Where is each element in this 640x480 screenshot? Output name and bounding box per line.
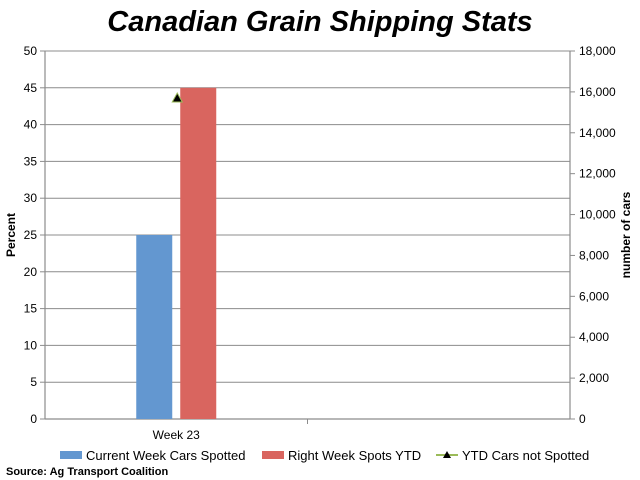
y-right-tick-label: 16,000 xyxy=(579,85,616,99)
legend: Current Week Cars Spotted Right Week Spot… xyxy=(60,448,589,463)
legend-marker xyxy=(443,451,451,458)
y-tick-label: 25 xyxy=(24,228,38,242)
legend-swatch xyxy=(60,451,82,459)
x-tick-label: Week 23 xyxy=(153,428,200,442)
legend-swatch xyxy=(262,451,284,459)
y-right-tick-label: 0 xyxy=(579,412,586,426)
y-right-tick-label: 4,000 xyxy=(579,330,609,344)
y-tick-label: 30 xyxy=(24,191,38,205)
bar-current-week-cars-spotted xyxy=(136,235,173,419)
y-tick-label: 45 xyxy=(24,81,38,95)
legend-label: YTD Cars not Spotted xyxy=(462,448,589,463)
bar-right-week-spots-ytd xyxy=(180,87,217,420)
y-right-tick-label: 10,000 xyxy=(579,208,616,222)
y-right-tick-label: 6,000 xyxy=(579,289,609,303)
y-tick-label: 0 xyxy=(30,412,37,426)
y-right-tick-label: 2,000 xyxy=(579,371,609,385)
y-tick-label: 20 xyxy=(24,265,38,279)
y-tick-label: 50 xyxy=(24,44,38,58)
y-tick-label: 40 xyxy=(24,118,38,132)
y-right-tick-label: 8,000 xyxy=(579,248,609,262)
y-tick-label: 15 xyxy=(24,302,38,316)
y-axis-title: Percent xyxy=(4,213,18,257)
y-right-tick-label: 14,000 xyxy=(579,126,616,140)
ytd-cars-not-spotted-marker xyxy=(171,91,184,103)
y-axis-right-title: number of cars xyxy=(619,191,633,278)
y-tick-label: 35 xyxy=(24,154,38,168)
legend-label: Right Week Spots YTD xyxy=(288,448,421,463)
chart-title: Canadian Grain Shipping Stats xyxy=(107,6,532,38)
y-right-tick-label: 12,000 xyxy=(579,167,616,181)
y-tick-label: 10 xyxy=(24,338,38,352)
y-tick-label: 5 xyxy=(30,375,37,389)
source-note: Source: Ag Transport Coalition xyxy=(6,466,168,478)
plot-area: 0 5 10 15 20 25 30 35 40 45 50 0 2,000 4,000 6,000 8,00… xyxy=(24,44,616,442)
y-right-tick-label: 18,000 xyxy=(579,44,616,58)
legend-label: Current Week Cars Spotted xyxy=(86,448,245,463)
